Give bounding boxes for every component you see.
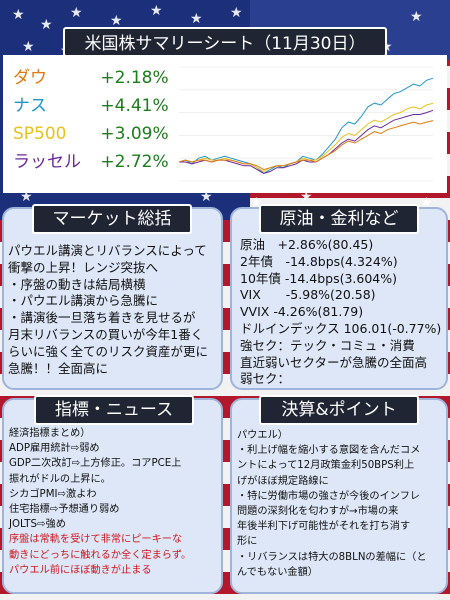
flag-star: ★	[70, 5, 83, 21]
highlight-line: パウエル前にほぼ動きが止まる	[9, 564, 152, 576]
earnings-points-heading: 決算&ポイント	[259, 395, 419, 425]
chart-series-line	[178, 120, 434, 171]
text-line: ADP雇用統計⇨弱め	[9, 443, 100, 455]
text-line: 経済指標まとめ）	[9, 428, 91, 439]
text-line: 2年債 -14.8bps(4.324%)	[240, 253, 398, 269]
flag-star: ★	[150, 3, 163, 19]
text-line: 問題の深刻化を匂わすが→市場の来	[237, 506, 399, 518]
text-line: VVIX -4.26%(81.79)	[240, 304, 364, 320]
flag-star: ★	[190, 11, 203, 27]
flag-star: ★	[20, 189, 33, 205]
index-change: +2.18%	[100, 68, 169, 88]
text-line: ・リバランスは特大の8BLNの差幅に（と	[237, 551, 427, 563]
market-summary-text: パウエル講演とリバランスによって 衝撃の上昇！レンジ突抜へ ・序盤の動きは結局横…	[8, 243, 208, 377]
text-line: 弱セク：	[240, 371, 291, 387]
text-line: VIX -5.98%(20.58)	[240, 287, 376, 303]
indicators-news-text: 経済指標まとめ） ADP雇用統計⇨弱め GDP二次改訂⇨上方修正。コアPCE上 …	[9, 426, 191, 578]
oil-rates-section: 原油・金利など 原油 +2.86%(80.45) 2年債 -14.8bps(4.…	[230, 204, 448, 390]
highlight-line: 動きにどっちに触れるか全く定まらず。	[9, 549, 192, 561]
text-line: ドルインデックス 106.01(-0.77%)	[240, 320, 442, 336]
text-line: ・序盤の動きは結局横横	[8, 276, 146, 292]
text-line: 衝撃の上昇！レンジ突抜へ	[8, 259, 159, 275]
text-line: ・講演後一旦落ち着きを見せるが	[8, 310, 196, 326]
text-line: んでもない金額）	[237, 566, 318, 578]
market-summary-section: マーケット総括 パウエル講演とリバランスによって 衝撃の上昇！レンジ突抜へ ・序…	[2, 204, 223, 390]
text-line: 急騰！！全面高に	[8, 360, 109, 376]
text-line: シカゴPMI⇨激よわ	[9, 488, 97, 500]
text-line: ・利上げ幅を縮小する意図を含んだコメ	[237, 445, 421, 457]
index-row-sp500: SP500 +3.09%	[13, 123, 169, 145]
index-change: +2.72%	[100, 152, 169, 172]
index-row-nasdaq: ナス +4.41%	[13, 95, 169, 117]
index-name: ナス	[13, 96, 47, 116]
text-line: パウエル）	[237, 430, 288, 441]
text-line: げがほぼ規定路線に	[237, 475, 329, 487]
earnings-points-section: 決算&ポイント パウエル） ・利上げ幅を縮小する意図を含んだコメ ントによって1…	[230, 395, 448, 594]
text-line: 月末リバランスの買いが今年1番く	[8, 326, 204, 342]
text-line: 住宅指標⇨予想通り弱め	[9, 504, 120, 516]
index-row-dow: ダウ +2.18%	[13, 67, 169, 89]
page-title: 米国株サマリーシート（11月30日）	[63, 27, 387, 57]
market-summary-heading: マーケット総括	[32, 204, 192, 234]
highlight-line: 序盤は常軌を受けて非常にピーキーな	[9, 534, 183, 546]
text-line: らいに強く全てのリスク資産が更に	[8, 343, 209, 359]
index-row-russell: ラッセル +2.72%	[13, 151, 169, 173]
indicators-news-section: 指標・ニュース 経済指標まとめ） ADP雇用統計⇨弱め GDP二次改訂⇨上方修正…	[2, 395, 223, 594]
text-line: ・パウエル講演から急騰に	[8, 293, 159, 309]
text-line: 原油 +2.86%(80.45)	[240, 237, 374, 252]
text-line: ントによって12月政策金利50BPS利上	[237, 460, 415, 472]
text-line: 年後半利下げ可能性がそれを打ち消す	[237, 521, 411, 533]
chart-series-line	[178, 77, 434, 175]
flag-star: ★	[40, 17, 53, 33]
flag-star: ★	[230, 5, 243, 21]
flag-star: ★	[12, 7, 25, 23]
text-line: JOLTS⇨強め	[9, 519, 66, 531]
oil-rates-text: 原油 +2.86%(80.45) 2年債 -14.8bps(4.324%) 10…	[240, 237, 441, 388]
index-change: +4.41%	[100, 96, 169, 116]
flag-star: ★	[420, 195, 433, 211]
indicators-news-heading: 指標・ニュース	[34, 395, 194, 425]
index-name: SP500	[13, 124, 67, 144]
text-line: 強セク：テック・コミュ・消費	[240, 337, 415, 353]
text-line: 直近弱いセクターが急騰の全面高	[240, 354, 428, 370]
text-line: 振れがドルの上昇に。	[9, 473, 111, 485]
index-name: ラッセル	[13, 152, 81, 172]
flag-star: ★	[22, 39, 35, 55]
intraday-chart	[171, 57, 443, 191]
chart-series-line	[178, 102, 434, 173]
index-performance-panel: ダウ +2.18% ナス +4.41% SP500 +3.09% ラッセル +2…	[3, 55, 447, 193]
oil-rates-heading: 原油・金利など	[259, 204, 419, 234]
flag-star: ★	[200, 189, 213, 205]
flag-star: ★	[300, 189, 313, 205]
text-line: パウエル講演とリバランスによって	[8, 243, 207, 258]
text-line: ・特に労働市場の強さが今後のインフレ	[237, 490, 421, 502]
index-name: ダウ	[13, 68, 47, 88]
flag-star: ★	[410, 9, 423, 25]
index-change: +3.09%	[100, 124, 169, 144]
earnings-points-text: パウエル） ・利上げ幅を縮小する意図を含んだコメ ントによって12月政策金利50…	[237, 428, 427, 580]
flag-star: ★	[110, 13, 123, 29]
text-line: 形に	[237, 536, 258, 548]
text-line: 10年債 -14.4bps(3.604%)	[240, 270, 398, 286]
text-line: GDP二次改訂⇨上方修正。コアPCE上	[9, 458, 182, 470]
